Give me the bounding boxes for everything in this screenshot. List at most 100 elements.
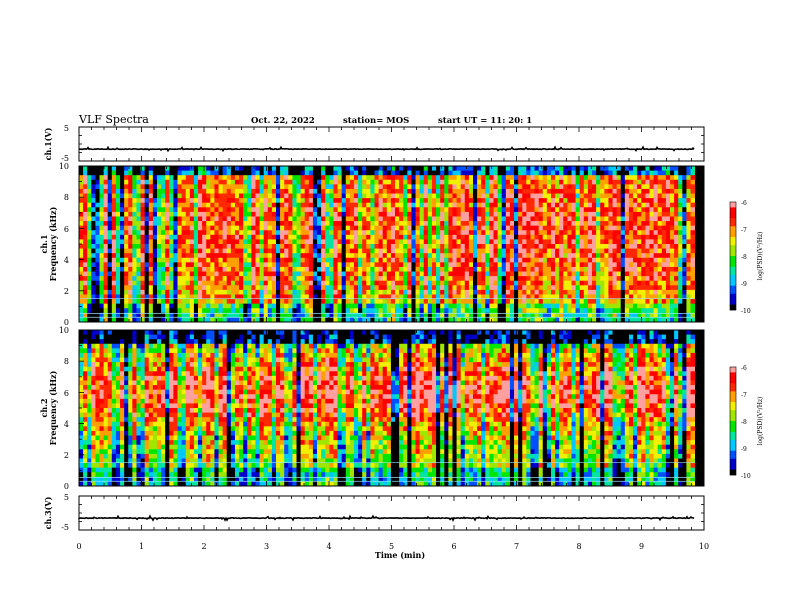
psd-cell — [444, 211, 449, 217]
psd-cell — [296, 244, 302, 249]
psd-cell — [79, 211, 84, 217]
psd-cell — [148, 221, 154, 227]
psd-cell — [362, 239, 367, 245]
psd-cell — [333, 188, 338, 194]
psd-cell — [206, 248, 211, 254]
psd-cell — [292, 303, 297, 309]
psd-cell — [431, 179, 437, 185]
psd-cell — [317, 239, 322, 245]
psd-cell — [575, 244, 581, 249]
psd-cell — [189, 207, 195, 213]
psd-cell — [436, 266, 441, 272]
psd-cell — [358, 299, 363, 305]
psd-cell — [579, 184, 585, 190]
psd-cell — [296, 193, 302, 199]
psd-cell — [243, 193, 248, 199]
psd-cell — [169, 207, 174, 213]
psd-cell — [349, 202, 355, 208]
psd-cell — [489, 179, 494, 185]
psd-cell — [317, 207, 322, 213]
psd-cell — [91, 271, 96, 277]
psd-cell — [325, 179, 330, 185]
psd-cell — [526, 266, 531, 272]
psd-cell — [628, 198, 634, 204]
psd-cell — [111, 266, 117, 272]
psd-cell — [390, 175, 396, 181]
psd-cell — [431, 216, 437, 222]
psd-cell — [132, 289, 137, 295]
psd-cell — [337, 188, 343, 194]
psd-cell — [534, 230, 540, 236]
psd-cell — [431, 170, 437, 176]
psd-cell — [91, 207, 96, 213]
psd-cell — [509, 303, 515, 309]
psd-cell — [587, 262, 593, 268]
psd-cell — [317, 294, 322, 300]
psd-cell — [148, 202, 154, 208]
psd-cell — [509, 248, 515, 254]
psd-cell — [538, 280, 544, 286]
psd-cell — [95, 285, 100, 291]
psd-cell — [263, 271, 269, 277]
psd-cell — [526, 216, 531, 222]
psd-cell — [489, 271, 494, 277]
psd-cell — [407, 289, 412, 295]
psd-cell — [234, 262, 240, 268]
psd-cell — [337, 175, 343, 181]
psd-cell — [292, 271, 297, 277]
psd-cell — [526, 294, 531, 300]
psd-cell — [210, 179, 215, 185]
psd-cell — [152, 230, 158, 236]
psd-cell — [608, 239, 613, 245]
psd-cell — [128, 308, 133, 314]
psd-cell — [103, 299, 109, 305]
psd-cell — [87, 193, 92, 199]
psd-cell — [407, 317, 412, 323]
psd-cell — [222, 294, 228, 300]
psd-cell — [505, 253, 511, 259]
psd-cell — [239, 271, 244, 277]
psd-cell — [628, 285, 634, 291]
psd-cell — [349, 170, 355, 176]
psd-cell — [575, 188, 581, 194]
psd-cell — [555, 308, 560, 314]
psd-cell — [468, 234, 474, 240]
psd-cell — [501, 280, 507, 286]
psd-cell — [99, 253, 105, 259]
psd-cell — [464, 193, 470, 199]
psd-cell — [468, 271, 474, 277]
psd-cell — [390, 166, 396, 171]
psd-cell — [657, 303, 663, 309]
psd-cell — [136, 317, 141, 323]
psd-cell — [530, 230, 535, 236]
psd-cell — [571, 317, 576, 323]
psd-cell — [251, 257, 256, 263]
psd-cell — [440, 285, 445, 291]
psd-cell — [563, 299, 568, 305]
psd-cell — [173, 253, 178, 259]
psd-cell — [255, 221, 260, 227]
psd-cell — [366, 266, 371, 272]
psd-cell — [505, 271, 511, 277]
psd-cell — [452, 303, 457, 309]
psd-cell — [345, 166, 351, 171]
psd-cell — [427, 294, 433, 300]
psd-cell — [234, 280, 240, 286]
psd-cell — [103, 289, 109, 295]
psd-cell — [263, 317, 269, 323]
psd-cell — [530, 262, 535, 268]
psd-cell — [641, 257, 646, 263]
psd-cell — [460, 211, 466, 217]
psd-cell — [616, 312, 622, 318]
psd-cell — [353, 303, 359, 309]
psd-cell — [538, 299, 544, 305]
psd-cell — [317, 198, 322, 204]
psd-cell — [390, 262, 396, 268]
psd-cell — [563, 248, 568, 254]
psd-cell — [107, 216, 113, 222]
psd-cell — [616, 202, 622, 208]
psd-cell — [616, 257, 622, 263]
psd-cell — [583, 308, 589, 314]
psd-cell — [234, 179, 240, 185]
psd-cell — [571, 312, 576, 318]
